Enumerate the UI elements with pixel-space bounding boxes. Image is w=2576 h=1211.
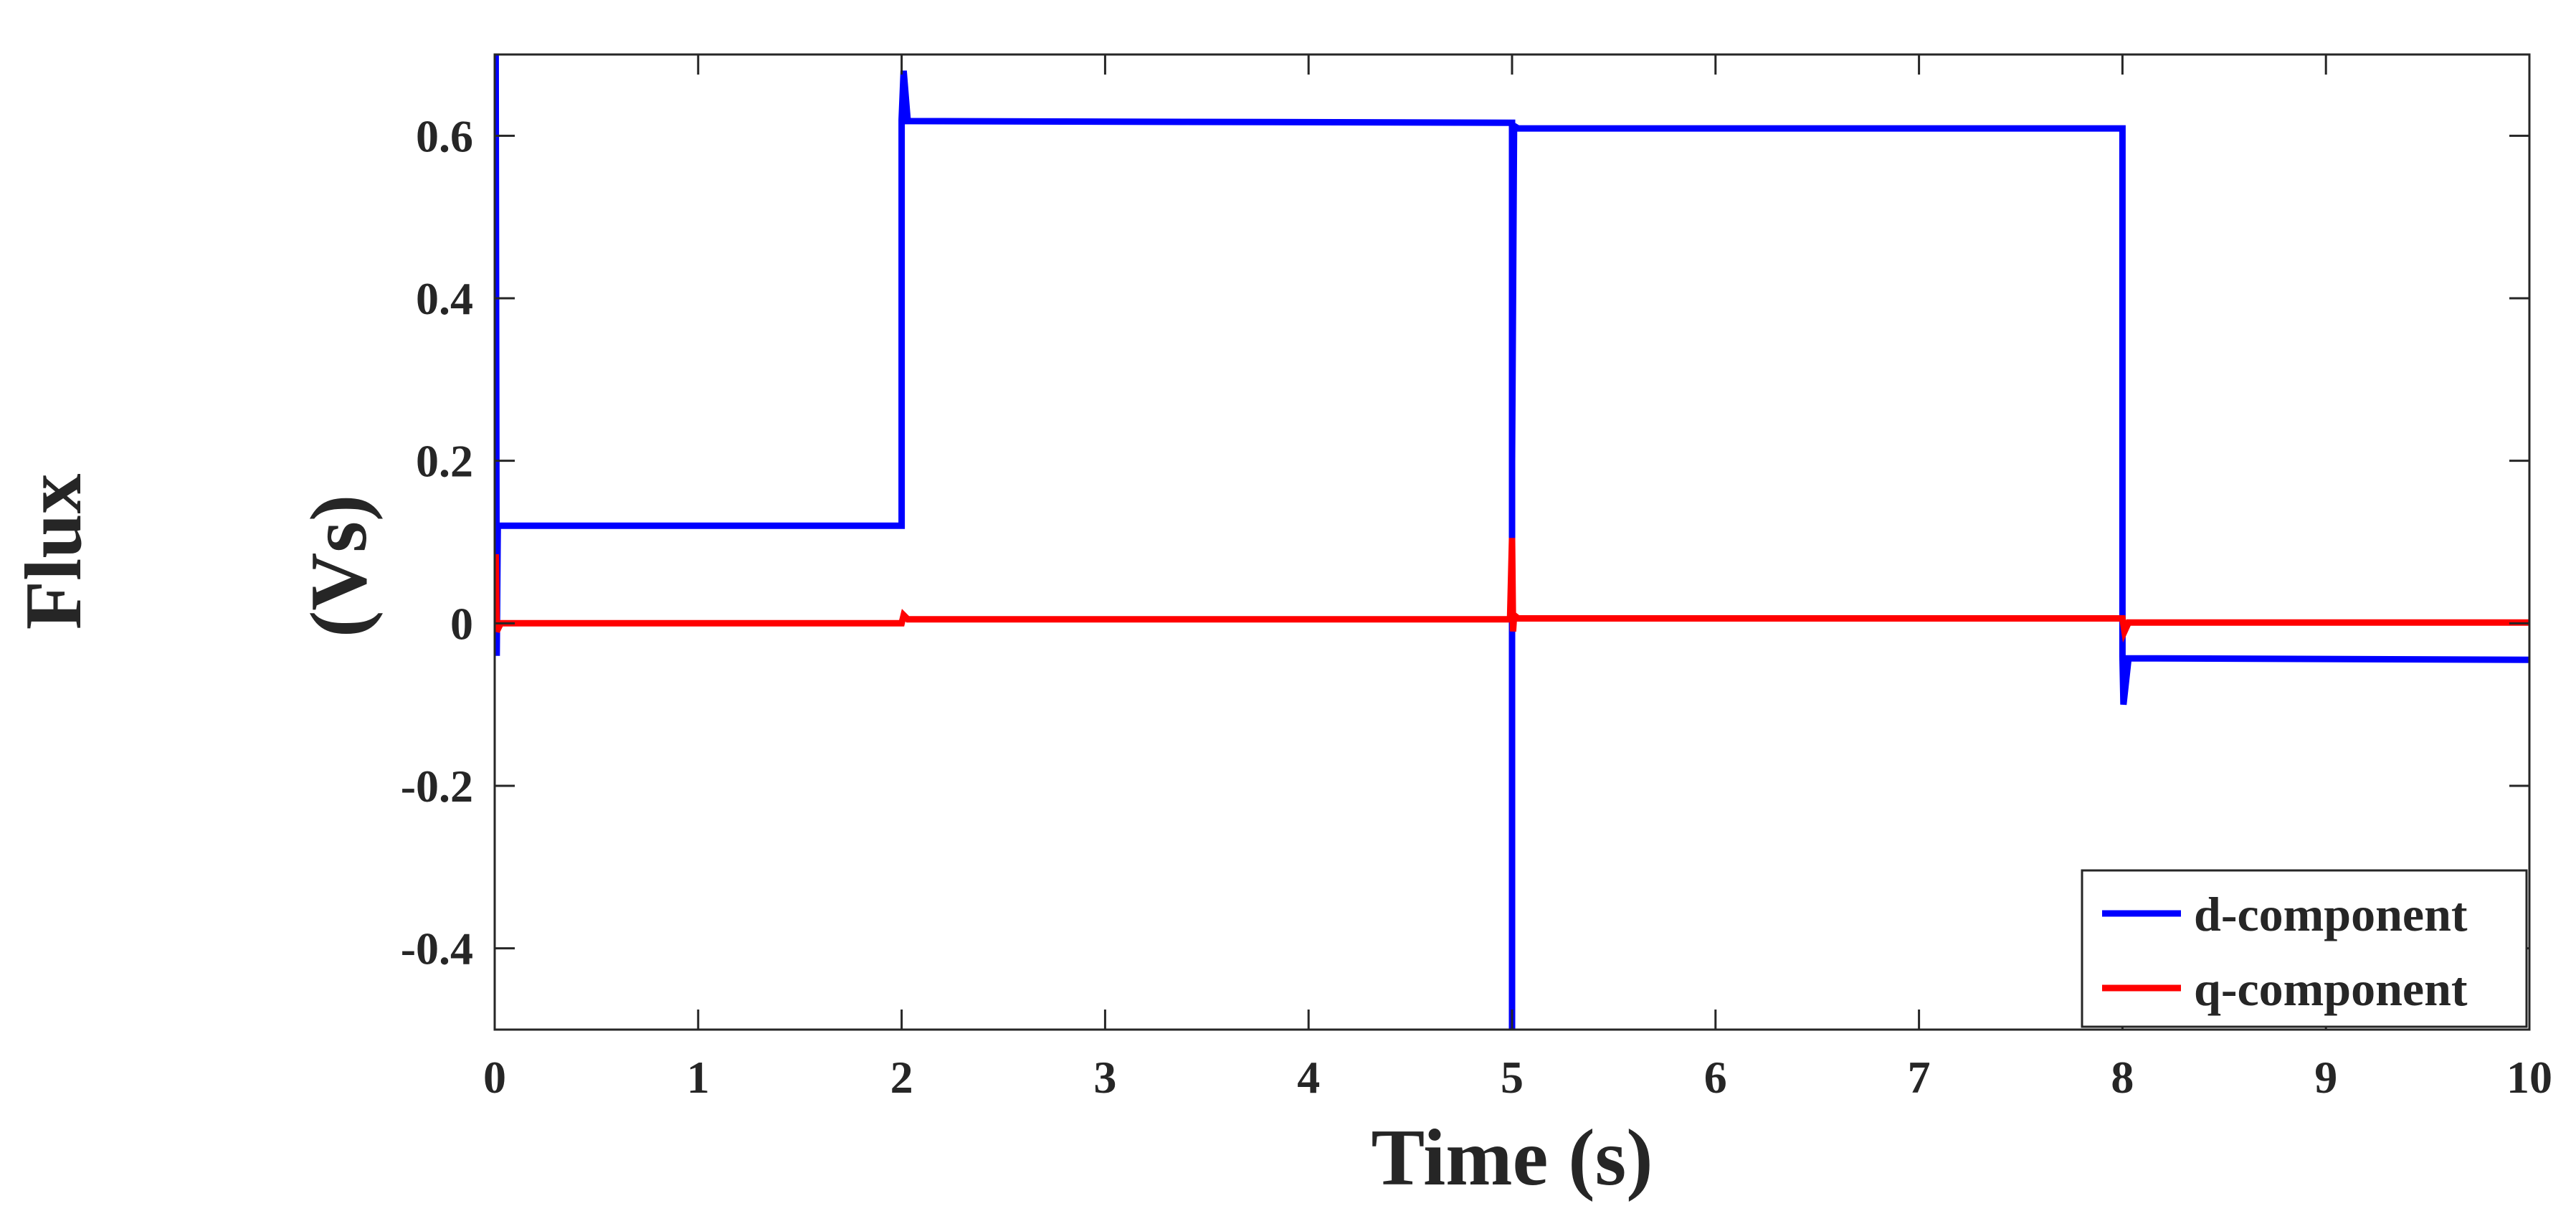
y-tick-label: 0.4 [416, 273, 473, 324]
x-tick-label: 10 [2506, 1052, 2552, 1103]
x-tick-label: 1 [687, 1052, 710, 1103]
x-tick-label: 8 [2111, 1052, 2134, 1103]
legend-box [2081, 869, 2528, 1028]
x-tick-label: 2 [890, 1052, 913, 1103]
legend-label-d-component: d-component [2194, 887, 2468, 941]
x-tick-label: 7 [1908, 1052, 1931, 1103]
x-tick-label: 4 [1297, 1052, 1320, 1103]
legend: d-component q-component [2081, 869, 2528, 1028]
y-axis-title-unit: (Vs) [295, 495, 384, 637]
series-layer [495, 54, 2529, 1030]
tick-label-layer: 0 1 2 3 4 5 6 7 8 9 10 -0.4 -0.2 0 0.2 0.4 0.6 [401, 110, 2552, 1103]
y-tick-label: -0.2 [401, 761, 473, 812]
y-axis-title-flux: Flux [9, 473, 98, 630]
y-tick-label: 0.6 [416, 110, 473, 161]
x-axis-title: Time (s) [1372, 1113, 1653, 1202]
x-tick-label: 5 [1501, 1052, 1524, 1103]
y-tick-label: -0.4 [401, 923, 473, 974]
x-tick-label: 0 [483, 1052, 506, 1103]
legend-label-q-component: q-component [2194, 961, 2468, 1016]
series-line-d-component [495, 54, 2529, 1030]
y-tick-label: 0.2 [416, 436, 473, 487]
x-tick-label: 3 [1093, 1052, 1116, 1103]
y-tick-label: 0 [450, 598, 473, 649]
x-tick-label: 9 [2314, 1052, 2337, 1103]
series-line-q-component [495, 538, 2529, 643]
x-tick-label: 6 [1704, 1052, 1727, 1103]
